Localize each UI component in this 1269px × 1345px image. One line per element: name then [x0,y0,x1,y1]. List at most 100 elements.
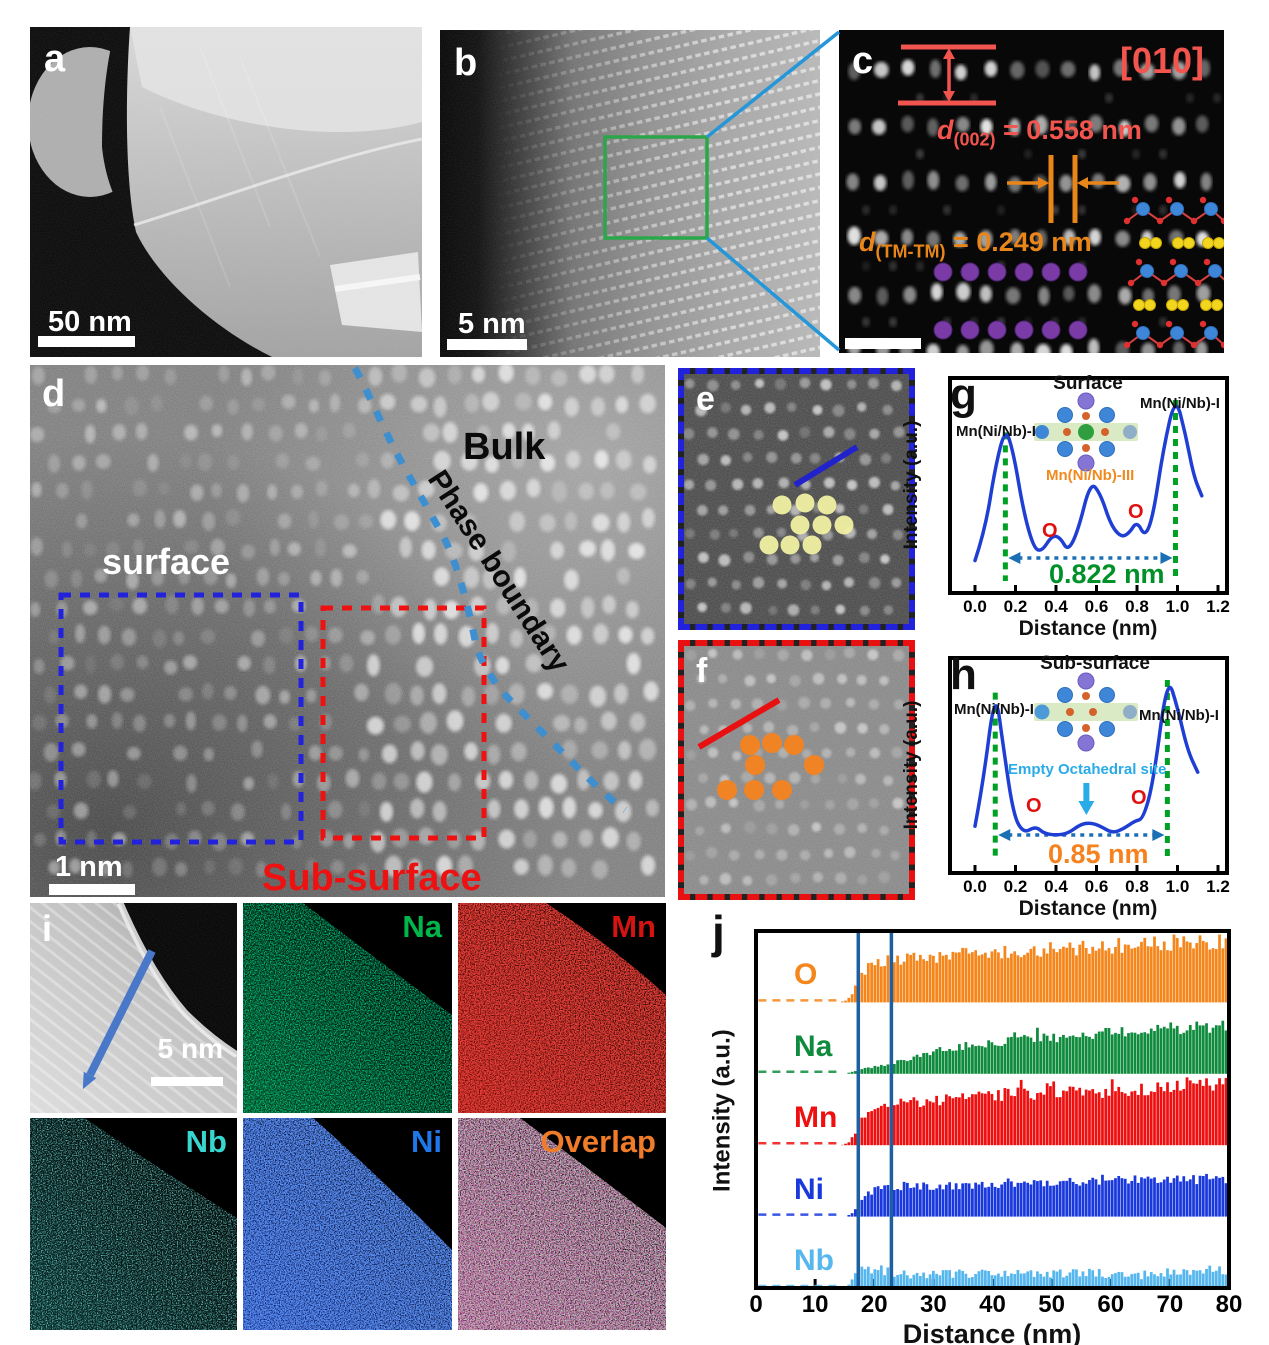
line-profile-path-e [793,444,859,488]
panel-i-scalebar [151,1077,223,1086]
g-left-peak-label: Mn(Ni/Nb)-I [956,423,1036,440]
panel-d-interface-image: d surface Bulk Phase boundary Sub-surfac… [30,365,665,899]
eds-map-overlap-tile: Overlap [458,1118,666,1330]
atom-markers-subsurface [717,733,824,800]
g-middle-peak-label: Mn(Ni/Nb)-III [1046,467,1135,484]
atomic-resolution-image [839,30,1224,353]
j-x-tick: 40 [979,1291,1006,1318]
j-y-axis-label: Intensity (a.u.) [708,1029,736,1192]
subsurface-zoom-image [684,646,909,894]
panel-b-scalebar [447,339,527,350]
panel-i-label: i [42,908,53,949]
j-element-label-mn: Mn [794,1101,838,1135]
g-oxygen-marker-1: O [1042,520,1058,542]
eds-map-nb-tile: Nb [30,1118,237,1330]
j-x-tick: 50 [1038,1291,1065,1318]
crystal-structure-model [1123,196,1224,349]
j-x-tick: 10 [801,1291,829,1318]
g-peak-distance-value: 0.822 nm [1049,559,1165,589]
atom-markers-surface [759,493,854,555]
panel-c-atomic-image: c [010] d(002) = 0.558 nm d(TM-TM) = 0.2… [839,30,1224,353]
panel-b-scalebar-label: 5 nm [458,308,526,340]
g-x-tick: 0.8 [1125,597,1149,616]
eds-map-label-na: Na [402,909,442,944]
panel-a-label: a [44,38,66,80]
eds-map-ni [243,1118,452,1330]
h-oxygen-marker-1: O [1026,795,1042,817]
g-x-tick: 0.6 [1084,597,1109,616]
dtm-value: = 0.249 nm [945,227,1092,257]
j-x-tick: 70 [1156,1291,1184,1318]
eds-map-overlap [458,1118,666,1330]
dtm-subscript: (TM-TM) [875,241,946,262]
dtm-spacing-marker [1007,155,1119,223]
eds-map-ni-tile: Ni [243,1118,452,1330]
g-x-tick: 0.4 [1044,597,1068,616]
d002-spacing-marker [898,44,996,106]
d002-symbol: d [937,115,954,145]
j-x-tick: 80 [1215,1291,1243,1318]
panel-f-subsurface-zoom: f [678,640,915,900]
surface-zoom-image [684,374,909,624]
g-x-axis-label: Distance (nm) [1018,617,1158,640]
surface-roi-box [58,592,304,845]
tm-column-markers [933,262,1088,340]
panel-d-scalebar-label: 1 nm [55,851,123,883]
panel-d-scalebar [49,884,135,895]
surface-bulk-interface-image [30,365,665,897]
eds-map-na-tile: Na [243,903,452,1113]
j-x-tick: 0 [749,1291,763,1318]
eds-map-na [243,903,452,1113]
h-y-axis-label: Intensity (a.u.) [901,700,923,830]
d002-spacing-label: d(002) = 0.558 nm [937,116,1142,149]
g-title: Surface [1053,373,1123,394]
panel-f-label: f [696,652,708,690]
dtm-spacing-label: d(TM-TM) = 0.249 nm [859,228,1092,261]
g-x-tick: 1.0 [1165,597,1190,616]
panel-b-label: b [454,42,478,84]
j-element-label-ni: Ni [794,1172,824,1206]
h-x-tick: 0.4 [1044,877,1068,896]
bulk-region-label: Bulk [463,426,546,468]
subsurface-region-label: Sub-surface [262,857,482,899]
j-element-label-nb: Nb [794,1244,834,1277]
eds-map-label-ni: Ni [411,1124,442,1159]
h-title: Sub-surface [1040,653,1150,674]
eds-stem-image-tile: i 5 nm [30,903,237,1113]
h-left-peak-label: Mn(Ni/Nb)-I [954,701,1034,718]
eds-map-label-mn: Mn [611,909,656,944]
line-profile-path-f [697,697,781,750]
eds-stem-image [30,903,237,1113]
eds-map-mn [458,903,666,1113]
g-x-tick: 0.2 [1003,597,1028,616]
j-element-label-na: Na [794,1029,833,1063]
eds-line-scan-arrow [82,949,156,1090]
h-peak-distance-value: 0.85 nm [1048,839,1149,869]
g-oxygen-marker-2: O [1128,501,1144,523]
dtm-symbol: d [859,227,876,257]
surface-intensity-profile-chart [948,376,1229,595]
panel-e-label: e [696,380,715,418]
j-x-tick: 30 [920,1291,947,1318]
j-x-tick: 20 [860,1291,888,1318]
g-y-axis-label: Intensity (a.u.) [901,420,923,550]
h-x-axis-label: Distance (nm) [1018,897,1158,920]
h-x-tick: 1.2 [1206,877,1230,896]
eds-map-label-overlap: Overlap [540,1124,656,1159]
panel-c-scalebar [845,338,921,349]
h-empty-site-label: Empty Octahedral site [1008,761,1167,778]
panel-i-scalebar-label: 5 nm [157,1033,223,1064]
h-right-peak-label: Mn(Ni/Nb)-I [1139,707,1219,724]
panel-a-scalebar-label: 50 nm [48,306,132,338]
eds-map-mn-tile: Mn [458,903,666,1113]
panel-c-label: c [852,40,874,82]
h-x-tick: 1.0 [1165,877,1190,896]
j-element-label-o: O [794,958,818,992]
roi-box-green [603,135,709,240]
h-x-tick: 0.0 [963,877,987,896]
surface-region-label: surface [102,541,231,582]
h-x-tick: 0.8 [1125,877,1149,896]
g-x-tick: 0.0 [963,597,987,616]
subsurface-intensity-profile-chart [948,656,1229,875]
